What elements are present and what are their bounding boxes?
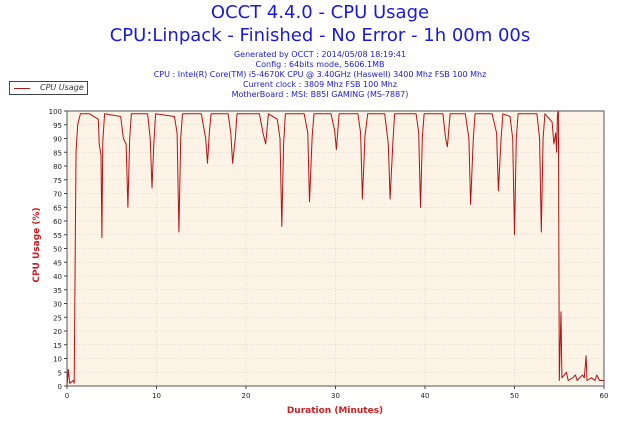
x-tick-label: 60 — [600, 392, 609, 400]
y-tick-label: 95 — [53, 122, 62, 130]
legend-swatch — [14, 88, 30, 89]
chart-title: OCCT 4.4.0 - CPU Usage — [210, 2, 430, 23]
x-tick-label: 20 — [242, 392, 251, 400]
y-tick-label: 80 — [53, 163, 62, 171]
y-tick-label: 45 — [53, 259, 62, 267]
y-tick-label: 70 — [53, 191, 62, 199]
plot-frame — [66, 110, 605, 387]
info-config: Config : 64bits mode, 5606.1MB — [255, 60, 385, 69]
info-generated: Generated by OCCT : 2014/05/08 18:19:41 — [233, 50, 407, 59]
info-cpu: CPU : Intel(R) Core(TM) i5-4670K CPU @ 3… — [153, 70, 487, 79]
x-tick-label: 30 — [331, 392, 340, 400]
y-tick-label: 15 — [53, 342, 62, 350]
legend-label: CPU Usage — [40, 83, 84, 92]
chart-subtitle: CPU:Linpack - Finished - No Error - 1h 0… — [109, 25, 531, 46]
y-tick-label: 65 — [53, 204, 62, 212]
x-axis-label: Duration (Minutes) — [286, 406, 384, 416]
y-tick-label: 20 — [53, 328, 62, 336]
y-tick-label: 0 — [58, 383, 62, 391]
x-tick-label: 40 — [421, 392, 430, 400]
y-tick-label: 25 — [53, 314, 62, 322]
x-tick-label: 50 — [510, 392, 519, 400]
y-tick-label: 100 — [49, 108, 62, 116]
x-tick-label: 10 — [152, 392, 161, 400]
y-tick-label: 90 — [53, 136, 62, 144]
info-motherboard: MotherBoard : MSI: B85I GAMING (MS-7887) — [231, 90, 409, 99]
x-tick-label: 0 — [65, 392, 69, 400]
y-tick-label: 30 — [53, 301, 62, 309]
y-tick-label: 40 — [53, 273, 62, 281]
series-line-cpu-usage — [66, 110, 604, 387]
y-tick-label: 75 — [53, 177, 62, 185]
y-tick-label: 85 — [53, 149, 62, 157]
y-axis-label: CPU Usage (%) — [32, 207, 42, 283]
chart-legend: CPU Usage — [9, 81, 88, 95]
y-tick-label: 50 — [53, 246, 62, 254]
info-clock: Current clock : 3809 Mhz FSB 100 Mhz — [242, 80, 398, 89]
y-tick-label: 55 — [53, 232, 62, 240]
y-tick-label: 60 — [53, 218, 62, 226]
y-tick-label: 5 — [58, 369, 62, 377]
y-tick-label: 10 — [53, 356, 62, 364]
y-tick-label: 35 — [53, 287, 62, 295]
